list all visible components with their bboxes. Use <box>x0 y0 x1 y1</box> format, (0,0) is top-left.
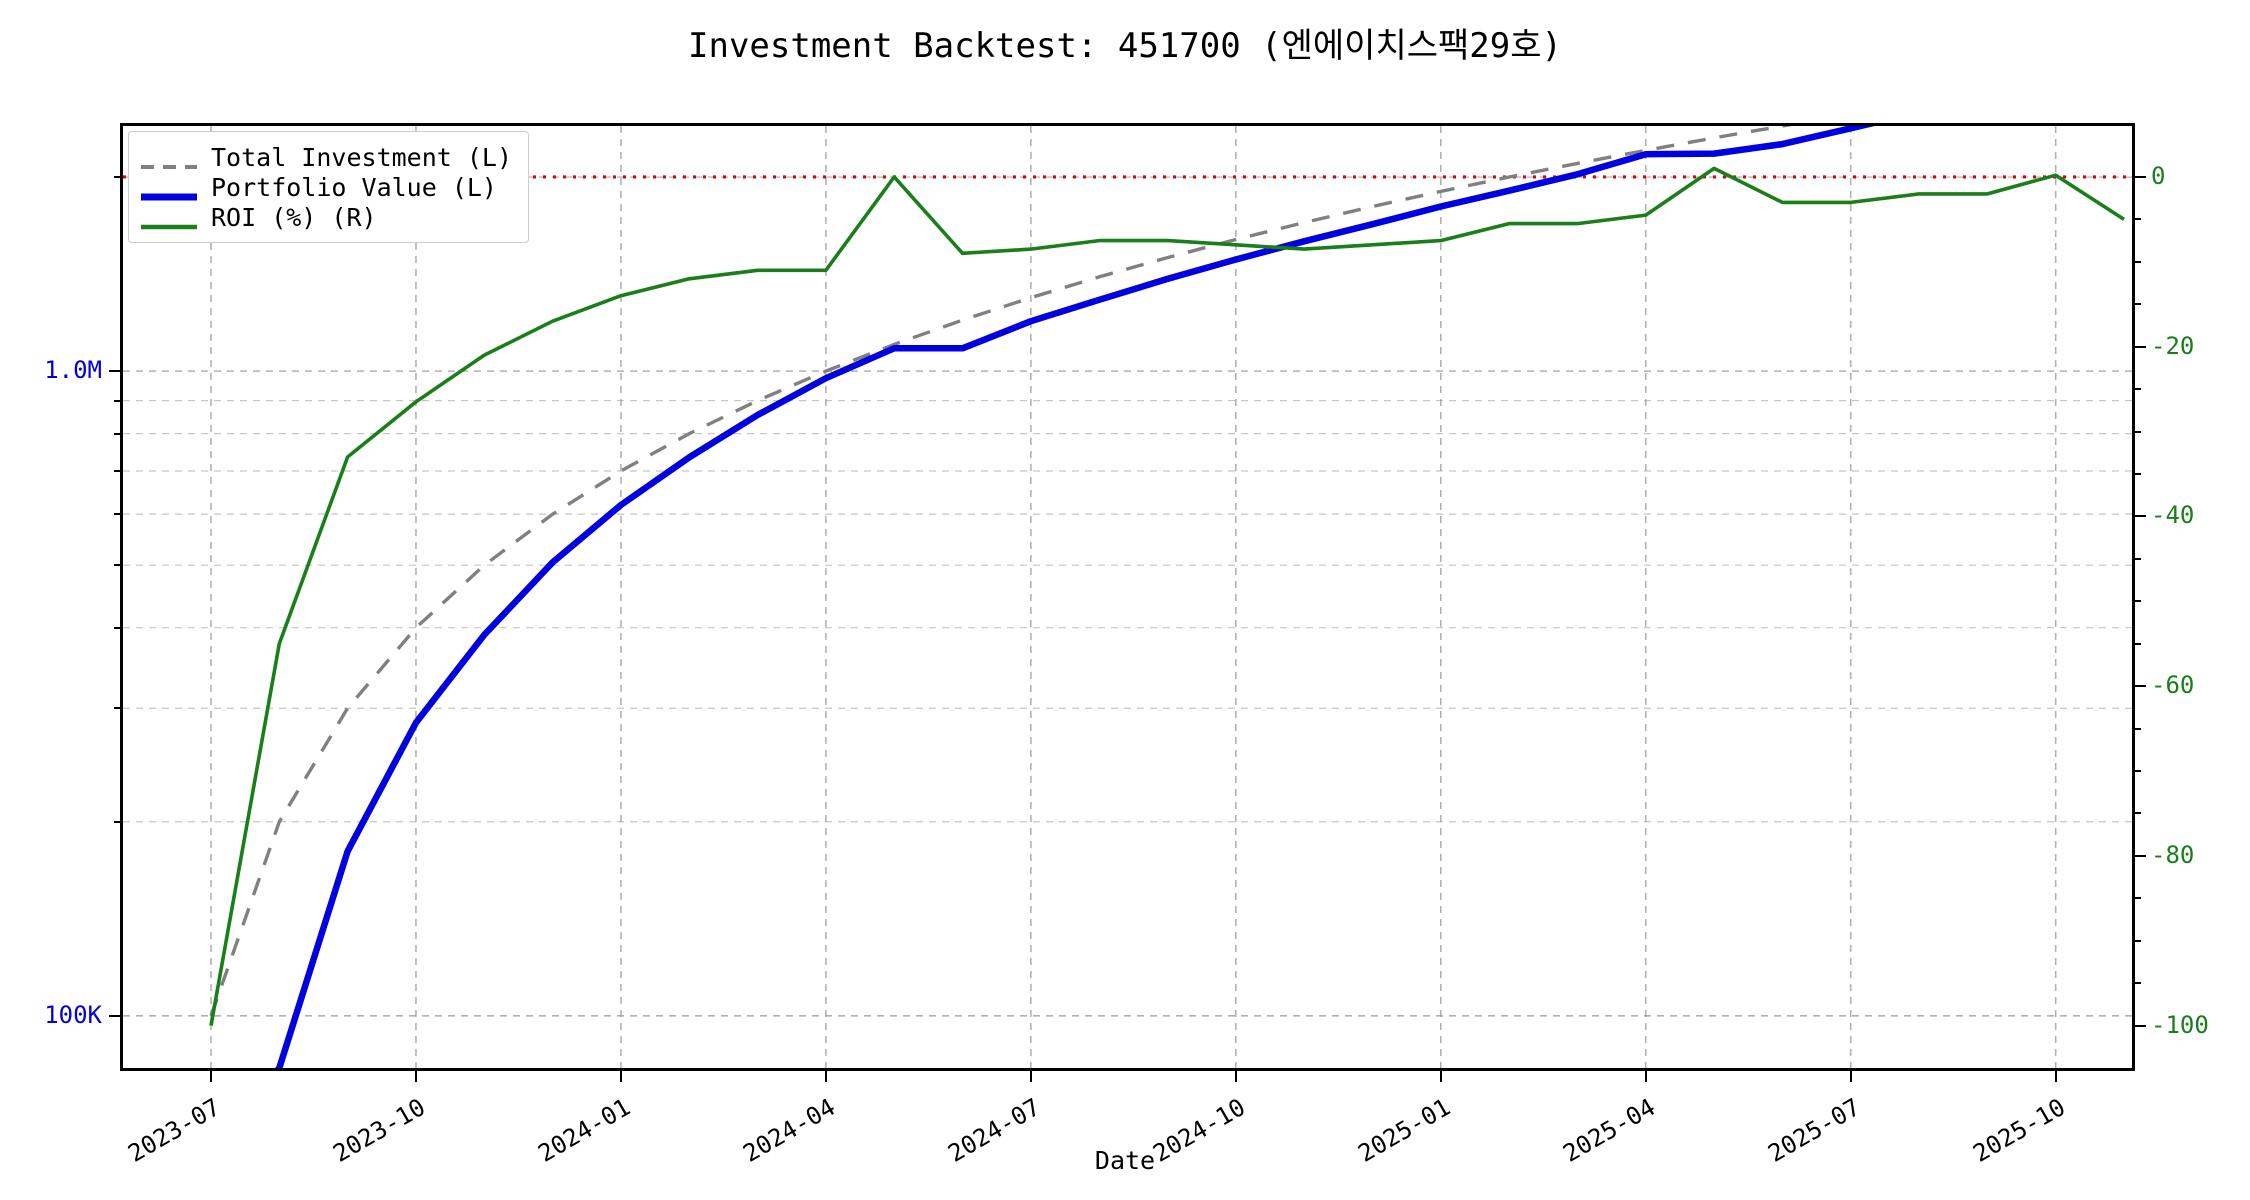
left-y-minor-tickmark <box>114 469 120 472</box>
plot-svg <box>123 126 2132 1068</box>
right-y-minor-tickmark <box>2135 982 2141 985</box>
left-y-minor-tickmark <box>114 707 120 710</box>
x-tickmark <box>1849 1071 1852 1082</box>
right-y-tick-label: 0 <box>2151 161 2166 190</box>
right-y-tick-label: -80 <box>2151 840 2195 869</box>
x-tickmark <box>1439 1071 1442 1082</box>
x-tickmark <box>414 1071 417 1082</box>
right-y-minor-tickmark <box>2135 472 2141 475</box>
right-y-minor-tickmark <box>2135 642 2141 645</box>
right-y-minor-tickmark <box>2135 600 2141 603</box>
x-tickmark <box>824 1071 827 1082</box>
right-y-tickmark <box>2135 515 2146 518</box>
x-tickmark <box>1029 1071 1032 1082</box>
left-y-tick-label: 1.0M <box>44 356 102 385</box>
left-y-tickmark <box>109 1014 120 1017</box>
plot-inner <box>123 126 2132 1068</box>
right-y-minor-tickmark <box>2135 897 2141 900</box>
right-y-tickmark <box>2135 345 2146 348</box>
right-y-tick-label: -40 <box>2151 501 2195 530</box>
right-y-tickmark <box>2135 175 2146 178</box>
legend-item[interactable]: Total Investment (L) <box>141 142 512 172</box>
series-line-portfolio-value-l <box>275 126 1875 1068</box>
right-y-tickmark <box>2135 685 2146 688</box>
right-y-minor-tickmark <box>2135 430 2141 433</box>
series-line-total-investment-l <box>209 126 1793 1017</box>
left-y-tickmark <box>109 370 120 373</box>
legend-item[interactable]: ROI (%) (R) <box>141 202 512 232</box>
x-axis-title: Date <box>1094 1146 1156 1175</box>
left-y-tick-label: 100K <box>44 1000 102 1029</box>
left-y-minor-tickmark <box>114 820 120 823</box>
left-y-minor-tickmark <box>114 513 120 516</box>
x-tickmark <box>1644 1071 1647 1082</box>
x-tickmark <box>2054 1071 2057 1082</box>
right-y-minor-tickmark <box>2135 557 2141 560</box>
right-y-tick-label: -20 <box>2151 331 2195 360</box>
right-y-tick-label: -60 <box>2151 671 2195 700</box>
right-y-tick-label: -100 <box>2151 1010 2209 1039</box>
left-y-minor-tickmark <box>114 399 120 402</box>
left-y-minor-tickmark <box>114 432 120 435</box>
legend-item[interactable]: Portfolio Value (L) <box>141 172 512 202</box>
right-y-minor-tickmark <box>2135 727 2141 730</box>
right-y-minor-tickmark <box>2135 388 2141 391</box>
legend-item-label: Portfolio Value (L) <box>211 172 497 202</box>
chart-legend: Total Investment (L) Portfolio Value (L) R… <box>128 131 530 243</box>
legend-item-label: Total Investment (L) <box>211 142 513 172</box>
right-y-minor-tickmark <box>2135 260 2141 263</box>
left-y-minor-tickmark <box>114 564 120 567</box>
right-y-minor-tickmark <box>2135 769 2141 772</box>
right-y-minor-tickmark <box>2135 812 2141 815</box>
left-y-minor-tickmark <box>114 626 120 629</box>
right-y-minor-tickmark <box>2135 939 2141 942</box>
right-y-minor-tickmark <box>2135 303 2141 306</box>
x-tickmark <box>619 1071 622 1082</box>
chart-title: Investment Backtest: 451700 (엔에이치스팩29호) <box>688 26 1562 66</box>
x-tickmark <box>1234 1071 1237 1082</box>
right-y-tickmark <box>2135 1024 2146 1027</box>
x-tickmark <box>210 1071 212 1082</box>
plot-area <box>120 123 2135 1071</box>
series-line-roi-r <box>209 166 2125 1026</box>
left-y-minor-tickmark <box>114 176 120 179</box>
legend-item-label: ROI (%) (R) <box>211 202 377 232</box>
right-y-tickmark <box>2135 854 2146 857</box>
right-y-minor-tickmark <box>2135 218 2141 221</box>
